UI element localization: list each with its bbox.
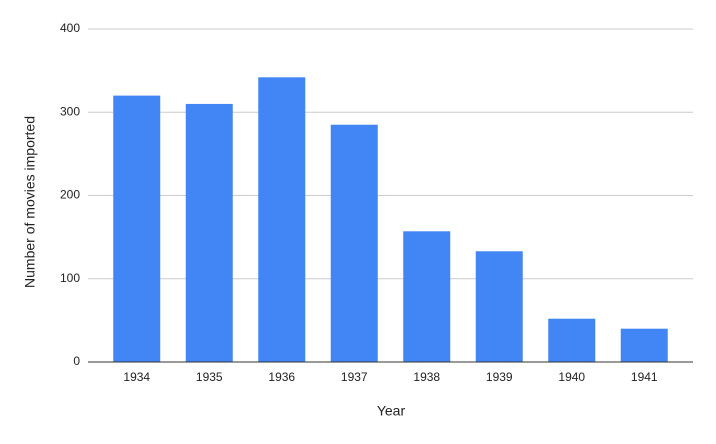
bar: [548, 318, 596, 362]
x-axis-title: Year: [377, 403, 406, 419]
y-tick-label: 300: [60, 104, 80, 118]
bar: [475, 251, 523, 362]
bar: [330, 124, 378, 362]
y-tick-label: 0: [73, 354, 80, 368]
y-tick-label: 100: [60, 271, 80, 285]
x-tick-label: 1935: [196, 370, 223, 384]
x-tick-label: 1938: [413, 370, 440, 384]
x-tick-label: 1940: [558, 370, 585, 384]
bar: [185, 103, 233, 363]
x-tick-label: 1934: [123, 370, 150, 384]
x-tick-label: 1937: [341, 370, 368, 384]
x-tick-label: 1941: [631, 370, 658, 384]
y-tick-label: 400: [60, 21, 80, 35]
bar: [113, 95, 161, 362]
bar: [403, 231, 451, 362]
y-tick-label: 200: [60, 188, 80, 202]
bar: [620, 328, 668, 362]
bar: [258, 77, 306, 362]
x-tick-label: 1939: [486, 370, 513, 384]
y-axis-title: Number of movies imported: [22, 116, 38, 288]
x-tick-label: 1936: [268, 370, 295, 384]
